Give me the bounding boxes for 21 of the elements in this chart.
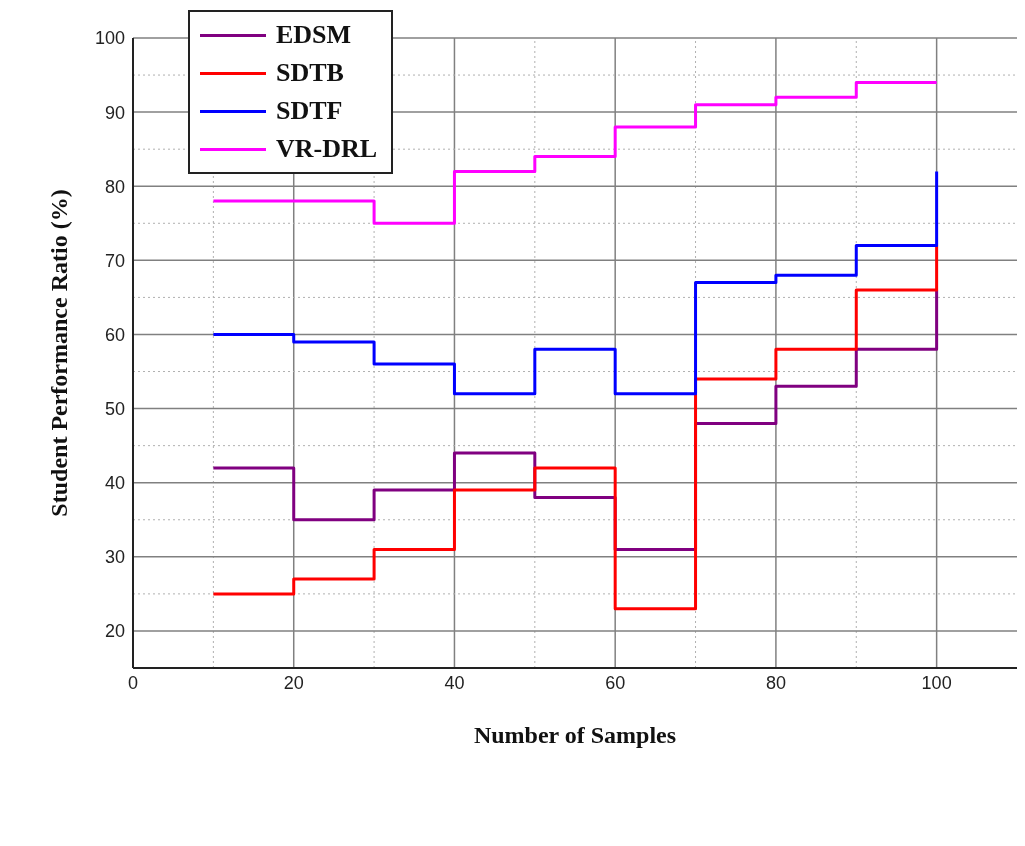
y-tick-label: 80 [104,176,125,197]
x-axis-title: Number of Samples [473,722,677,748]
legend-label: SDTB [276,58,344,88]
x-tick-label: 20 [283,672,304,693]
y-tick-label: 70 [104,250,125,271]
legend-label: EDSM [276,20,352,50]
x-tick-label: 0 [127,672,139,693]
y-tick-label: 100 [94,28,125,49]
y-tick-label: 90 [104,102,125,123]
y-tick-label: 50 [104,398,125,419]
x-tick-label: 100 [921,672,952,693]
x-tick-label: 60 [605,672,626,693]
y-tick-label: 20 [104,621,125,642]
y-tick-label: 30 [104,547,125,568]
legend-label: VR-DRL [276,134,378,164]
y-axis-title: Student Performance Ratio (%) [45,189,72,517]
y-tick-label: 60 [104,324,125,345]
x-tick-label: 40 [444,672,465,693]
y-tick-label: 40 [104,473,125,494]
legend-label: SDTF [276,96,343,126]
x-tick-label: 80 [765,672,786,693]
